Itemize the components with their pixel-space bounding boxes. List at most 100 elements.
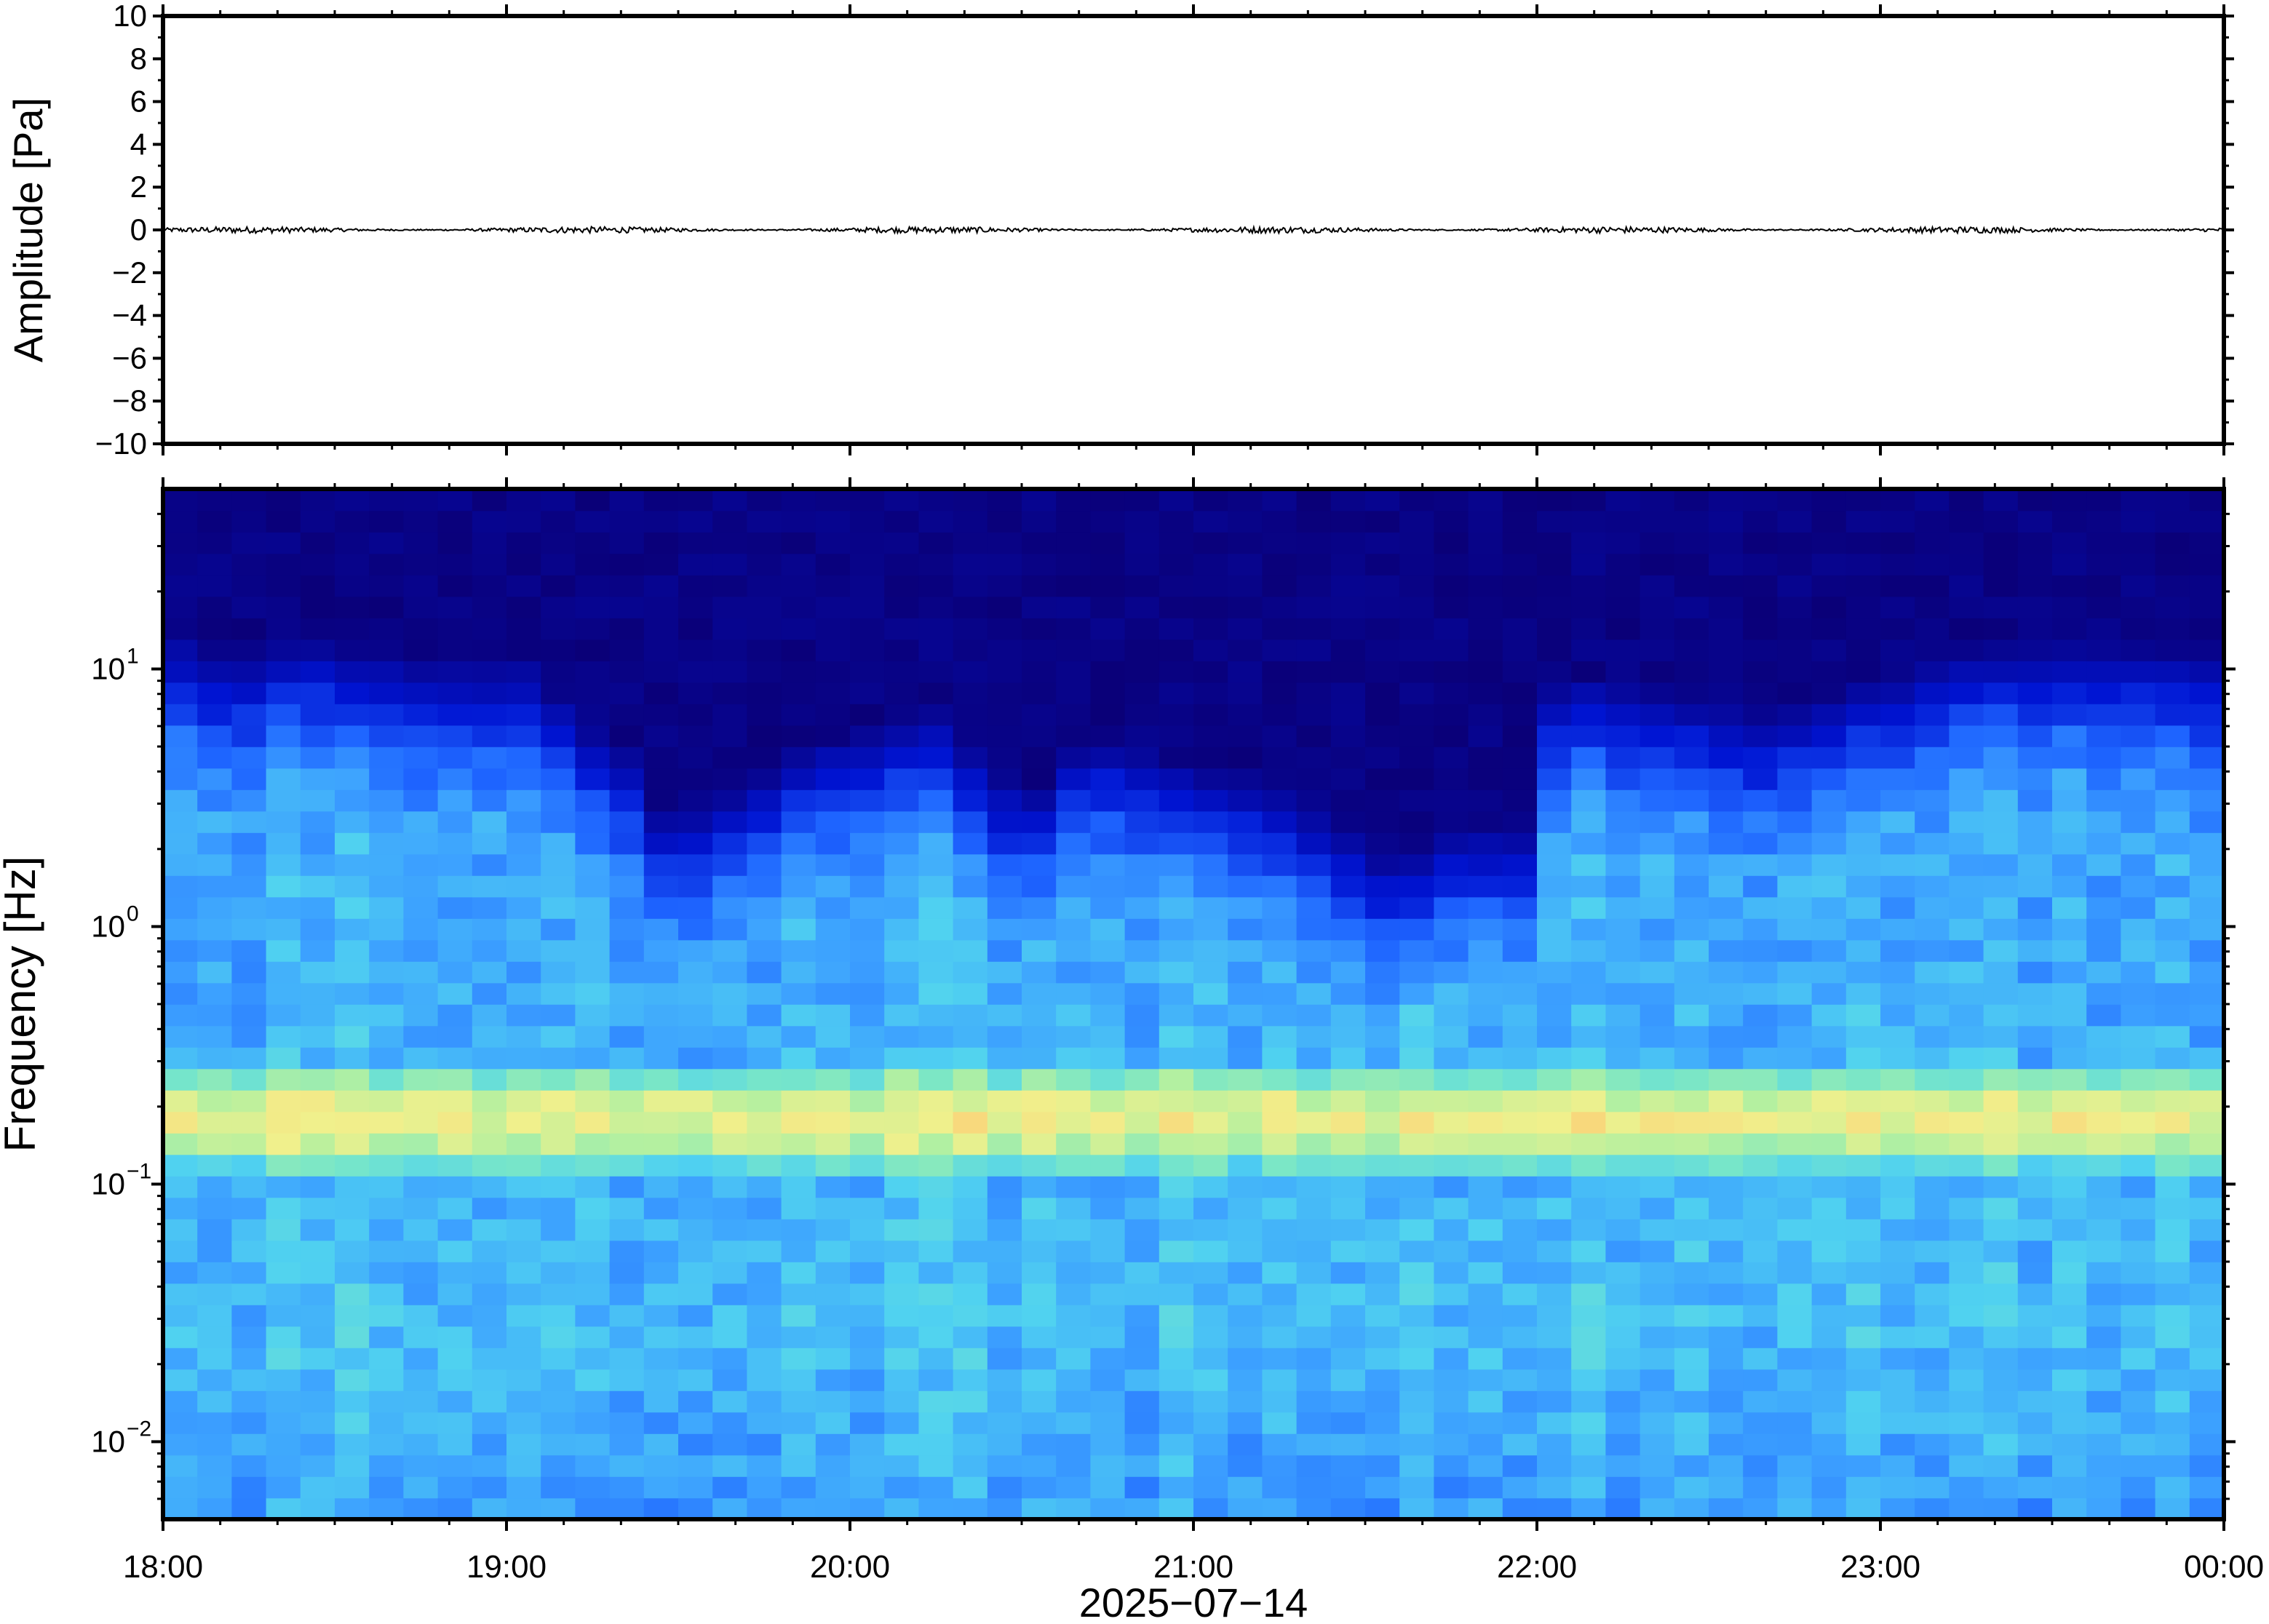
spectrogram-cell (506, 1348, 541, 1370)
spectrogram-cell (1605, 704, 1641, 726)
spectrogram-cell (1434, 982, 1469, 1005)
spectrogram-cell (2155, 789, 2190, 812)
spectrogram-cell (953, 875, 988, 898)
spectrogram-cell (1193, 832, 1228, 855)
spectrogram-cell (163, 1197, 198, 1219)
spectrogram-cell (747, 682, 782, 704)
spectrogram-cell (1811, 1476, 1847, 1499)
spectrogram-cell (2189, 1348, 2224, 1370)
spectrogram-cell (575, 596, 611, 618)
spectrogram-cell (541, 1047, 576, 1070)
spectrogram-cell (2086, 1305, 2122, 1327)
spectrogram-cell (1949, 1176, 1984, 1198)
spectrogram-cell (678, 1025, 713, 1048)
spectrogram-cell (163, 1240, 198, 1262)
spectrogram-cell (884, 1283, 920, 1305)
spectrogram-cell (2052, 704, 2087, 726)
spectrogram-cell (1605, 747, 1641, 769)
spectrogram-cell (1228, 1476, 1263, 1499)
spectrogram-cell (678, 982, 713, 1005)
spectrogram-cell (1537, 1390, 1572, 1413)
spectrogram-cell (1537, 1133, 1572, 1155)
spectrogram-cell (266, 811, 301, 833)
spectrogram-cell (2121, 553, 2156, 576)
spectrogram-cell (1845, 1133, 1881, 1155)
spectrogram-cell (1022, 1004, 1057, 1027)
spectrogram-cell (1709, 1348, 1744, 1370)
spectrogram-cell (369, 532, 405, 554)
waveform-y-tick-label: −4 (112, 298, 147, 333)
spectrogram-cell (1090, 682, 1126, 704)
spectrogram-cell (1571, 1090, 1607, 1112)
spectrogram-cell (335, 768, 370, 790)
spectrogram-cell (1640, 961, 1675, 984)
spectrogram-cell (678, 1476, 713, 1499)
spectrogram-cell (163, 661, 198, 683)
spectrogram-cell (1262, 1390, 1298, 1413)
spectrogram-cell (2155, 1219, 2190, 1241)
spectrogram-cell (1915, 1176, 1950, 1198)
spectrogram-cell (2052, 639, 2087, 661)
spectrogram-cell (1159, 747, 1194, 769)
waveform-y-label: Amplitude [Pa] (5, 97, 51, 362)
spectrogram-cell (850, 832, 885, 855)
spectrogram-cell (1468, 875, 1503, 898)
spectrogram-cell (335, 875, 370, 898)
spectrogram-cell (575, 1476, 611, 1499)
spectrogram-cell (1640, 639, 1675, 661)
spectrogram-cell (2017, 747, 2053, 769)
spectrogram-cell (1159, 1497, 1194, 1519)
spectrogram-cell (472, 875, 507, 898)
spectrogram-cell (1090, 1283, 1126, 1305)
spectrogram-cell (1845, 1240, 1881, 1262)
spectrogram-cell (2086, 1326, 2122, 1348)
spectrogram-cell (1571, 1283, 1607, 1305)
spectrogram-cell (643, 489, 679, 512)
spectrogram-cell (163, 811, 198, 833)
spectrogram-cell (2052, 1476, 2087, 1499)
spectrogram-cell (815, 1476, 851, 1499)
spectrogram-cell (1640, 704, 1675, 726)
spectrogram-cell (506, 661, 541, 683)
spectrogram-cell (1434, 939, 1469, 962)
spectrogram-cell (2052, 982, 2087, 1005)
spectrogram-cell (1983, 661, 2019, 683)
spectrogram-cell (300, 982, 335, 1005)
spectrogram-cell (1228, 596, 1263, 618)
spectrogram-cell (2086, 639, 2122, 661)
spectrogram-cell (2086, 1348, 2122, 1370)
spectrogram-cell (575, 575, 611, 597)
spectrogram-cell (1193, 682, 1228, 704)
spectrogram-cell (1365, 661, 1400, 683)
spectrogram-cell (163, 1497, 198, 1519)
spectrogram-cell (1640, 982, 1675, 1005)
spectrogram-y-tick-label: 10 (91, 651, 125, 685)
spectrogram-cell (1330, 1348, 1366, 1370)
spectrogram-cell (1365, 1240, 1400, 1262)
spectrogram-cell (884, 1219, 920, 1241)
spectrogram-cell (2121, 1111, 2156, 1134)
spectrogram-cell (1193, 1433, 1228, 1456)
spectrogram-cell (1124, 1369, 1160, 1391)
spectrogram-cell (1330, 1154, 1366, 1177)
spectrogram-cell (1674, 1369, 1709, 1391)
spectrogram-cell (197, 1025, 233, 1048)
spectrogram-cell (472, 961, 507, 984)
spectrogram-cell (437, 1133, 473, 1155)
spectrogram-cell (300, 1068, 335, 1091)
spectrogram-cell (850, 532, 885, 554)
spectrogram-cell (2121, 704, 2156, 726)
spectrogram-cell (884, 489, 920, 512)
spectrogram-cell (1262, 1369, 1298, 1391)
spectrogram-cell (1605, 1305, 1641, 1327)
spectrogram-cell (2017, 1283, 2053, 1305)
spectrogram-cell (1502, 553, 1538, 576)
spectrogram-cell (472, 510, 507, 533)
spectrogram-cell (987, 1154, 1022, 1177)
spectrogram-cell (266, 832, 301, 855)
spectrogram-cell (1468, 982, 1503, 1005)
spectrogram-cell (1915, 618, 1950, 640)
spectrogram-cell (1777, 789, 1813, 812)
spectrogram-cell (678, 939, 713, 962)
spectrogram-cell (1399, 747, 1435, 769)
